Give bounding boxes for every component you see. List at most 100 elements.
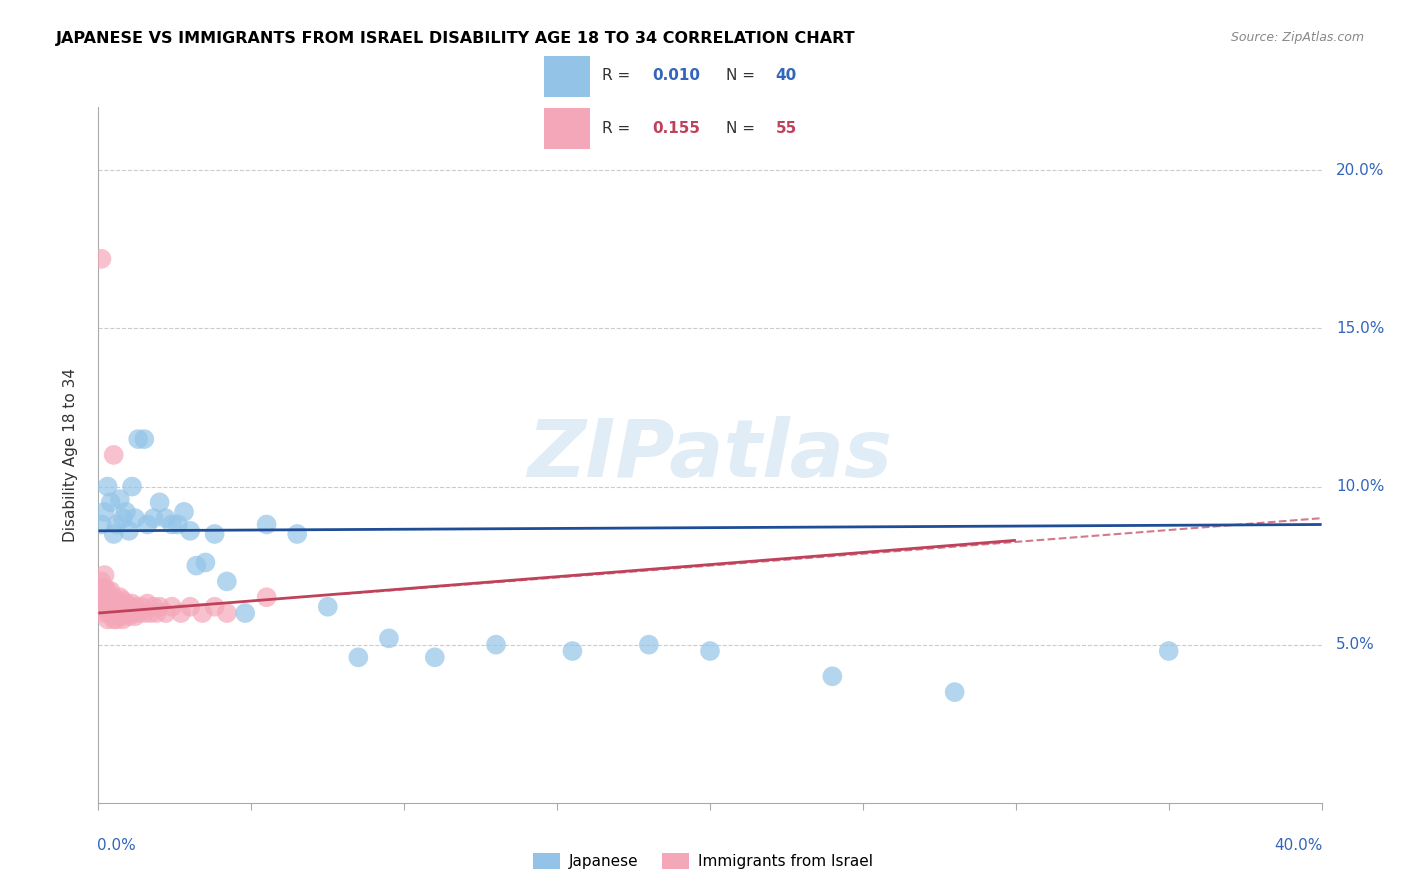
Point xyxy=(103,603,125,617)
Point xyxy=(561,644,583,658)
Point xyxy=(97,583,120,598)
Text: 20.0%: 20.0% xyxy=(1336,163,1385,178)
Point xyxy=(93,591,115,605)
Text: 0.0%: 0.0% xyxy=(97,838,136,853)
Text: Source: ZipAtlas.com: Source: ZipAtlas.com xyxy=(1230,31,1364,45)
Point xyxy=(179,524,201,538)
Point xyxy=(215,574,238,589)
Point xyxy=(215,606,238,620)
Point xyxy=(699,644,721,658)
Text: 55: 55 xyxy=(776,120,797,136)
Point xyxy=(90,574,112,589)
Point xyxy=(134,432,156,446)
Point xyxy=(111,599,134,614)
Point xyxy=(108,492,131,507)
Point xyxy=(173,505,195,519)
Text: 15.0%: 15.0% xyxy=(1336,321,1385,336)
Point xyxy=(108,591,131,605)
Point xyxy=(1157,644,1180,658)
Point xyxy=(100,583,122,598)
Point xyxy=(191,606,214,620)
Point xyxy=(105,599,128,614)
Point xyxy=(90,517,112,532)
Point xyxy=(142,511,165,525)
Text: 0.010: 0.010 xyxy=(652,69,700,84)
Text: 0.155: 0.155 xyxy=(652,120,700,136)
Point xyxy=(118,609,141,624)
Text: ZIPatlas: ZIPatlas xyxy=(527,416,893,494)
Point xyxy=(121,597,143,611)
Text: N =: N = xyxy=(725,69,759,84)
Point xyxy=(100,599,122,614)
Point xyxy=(115,597,138,611)
Point xyxy=(256,517,278,532)
Point xyxy=(108,609,131,624)
Text: N =: N = xyxy=(725,120,759,136)
Point xyxy=(121,479,143,493)
Point xyxy=(256,591,278,605)
Point xyxy=(103,527,125,541)
Point xyxy=(97,593,120,607)
Point xyxy=(129,599,152,614)
Text: 40.0%: 40.0% xyxy=(1274,838,1323,853)
Point xyxy=(179,599,201,614)
Point xyxy=(139,606,162,620)
Point xyxy=(115,505,138,519)
Point xyxy=(93,505,115,519)
Point xyxy=(118,599,141,614)
Point xyxy=(167,517,190,532)
Point xyxy=(105,593,128,607)
Point xyxy=(186,558,208,573)
Point xyxy=(378,632,401,646)
Point xyxy=(149,599,172,614)
Point xyxy=(97,603,120,617)
Bar xyxy=(544,109,591,149)
Point xyxy=(194,556,217,570)
Point xyxy=(347,650,370,665)
Point xyxy=(111,593,134,607)
Point xyxy=(316,599,339,614)
Point xyxy=(118,524,141,538)
Point xyxy=(90,252,112,266)
Point xyxy=(105,517,128,532)
Point xyxy=(204,527,226,541)
Text: 5.0%: 5.0% xyxy=(1336,637,1375,652)
Point xyxy=(155,511,177,525)
Point xyxy=(100,495,122,509)
Point xyxy=(637,638,661,652)
Text: R =: R = xyxy=(602,69,636,84)
Point xyxy=(103,593,125,607)
Point xyxy=(423,650,446,665)
Legend: Japanese, Immigrants from Israel: Japanese, Immigrants from Israel xyxy=(526,847,880,875)
Y-axis label: Disability Age 18 to 34: Disability Age 18 to 34 xyxy=(63,368,77,542)
Point xyxy=(100,606,122,620)
Point xyxy=(485,638,508,652)
Point xyxy=(103,448,125,462)
Point xyxy=(821,669,844,683)
Point xyxy=(97,479,120,493)
Text: JAPANESE VS IMMIGRANTS FROM ISRAEL DISABILITY AGE 18 TO 34 CORRELATION CHART: JAPANESE VS IMMIGRANTS FROM ISRAEL DISAB… xyxy=(56,31,856,46)
Point xyxy=(111,511,134,525)
Point xyxy=(127,432,149,446)
Point xyxy=(142,599,165,614)
Point xyxy=(93,581,115,595)
Point xyxy=(90,581,112,595)
Point xyxy=(103,612,125,626)
Point xyxy=(111,612,134,626)
Text: 40: 40 xyxy=(776,69,797,84)
Point xyxy=(160,517,183,532)
Point xyxy=(134,606,156,620)
Point xyxy=(160,599,183,614)
Point xyxy=(204,599,226,614)
Point xyxy=(115,606,138,620)
Point xyxy=(233,606,256,620)
Bar xyxy=(544,56,591,97)
Point xyxy=(121,606,143,620)
Point xyxy=(136,597,159,611)
Point xyxy=(145,606,167,620)
Point xyxy=(124,609,146,624)
Point xyxy=(100,591,122,605)
Point xyxy=(943,685,966,699)
Text: R =: R = xyxy=(602,120,636,136)
Point xyxy=(90,591,112,605)
